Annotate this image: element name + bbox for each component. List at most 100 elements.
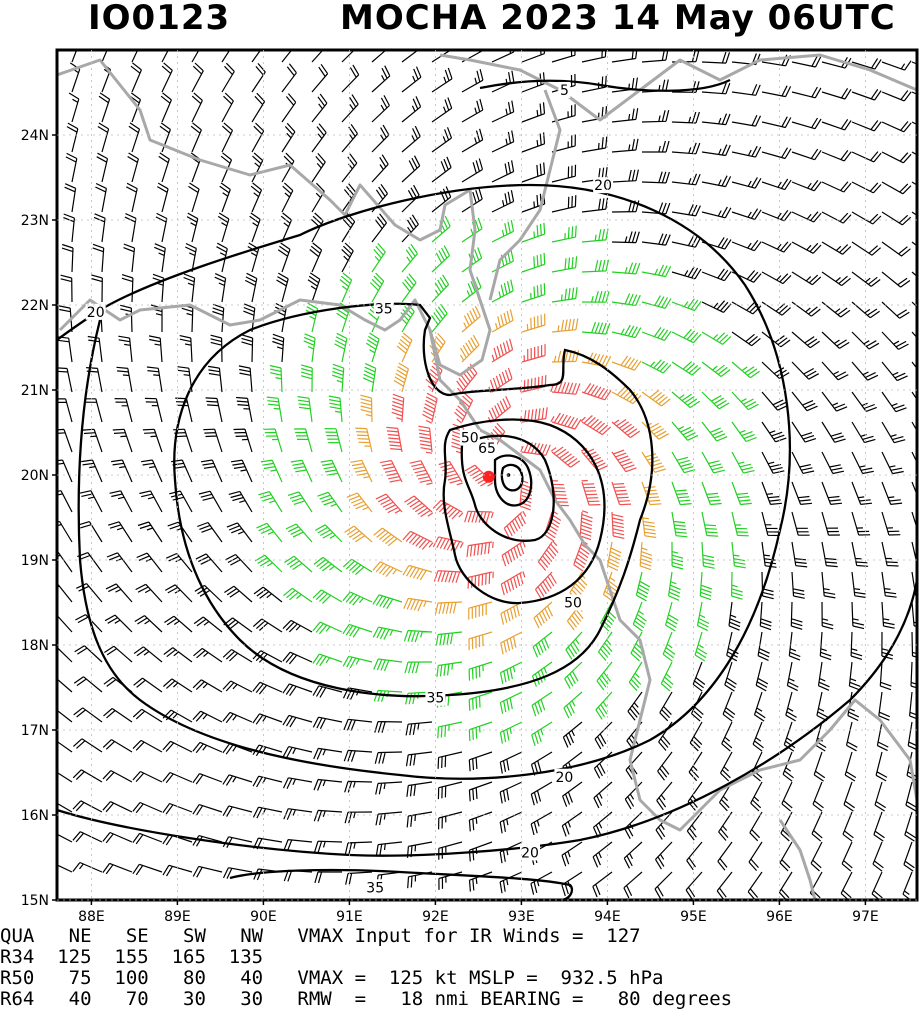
contour-core xyxy=(500,463,524,492)
wind-barb xyxy=(373,658,403,672)
wind-barb xyxy=(639,541,653,571)
wind-barb xyxy=(881,90,912,102)
wind-barb xyxy=(611,108,639,123)
wind-barb xyxy=(876,721,889,752)
wind-barb xyxy=(192,710,223,723)
coast-northwest xyxy=(57,58,492,377)
wind-barb xyxy=(205,397,223,423)
contour-inner xyxy=(493,454,533,507)
wind-barb xyxy=(731,481,752,506)
wind-barb xyxy=(282,777,313,789)
wind-barb xyxy=(310,212,324,243)
wind-barbs xyxy=(57,50,917,900)
wind-barb xyxy=(611,231,640,244)
wind-barb xyxy=(761,331,791,348)
wind-barb xyxy=(61,243,74,273)
lat-label: 17N xyxy=(21,723,49,739)
wind-barb xyxy=(719,751,733,782)
wind-barb xyxy=(391,393,405,423)
wind-barb xyxy=(345,871,373,885)
wind-barb xyxy=(312,621,343,635)
wind-barb xyxy=(154,243,166,273)
wind-barb xyxy=(791,511,810,536)
wind-barb xyxy=(851,301,880,319)
wind-barb xyxy=(500,631,523,655)
lat-label: 22N xyxy=(21,298,49,314)
wind-barb xyxy=(521,102,546,123)
wind-barb xyxy=(728,601,741,631)
wind-barb xyxy=(132,832,163,845)
wind-barb xyxy=(731,571,743,600)
wind-barb xyxy=(134,615,163,633)
wind-barb xyxy=(791,301,821,317)
wind-barb xyxy=(433,570,463,583)
wind-barb xyxy=(91,274,103,303)
wind-barb xyxy=(281,63,297,93)
wind-barb xyxy=(244,272,258,303)
wind-barb xyxy=(821,331,850,349)
wind-barb xyxy=(133,677,163,693)
wind-barb xyxy=(611,419,641,439)
wind-barb xyxy=(871,871,883,900)
wind-barb xyxy=(641,481,662,506)
wind-barb xyxy=(581,197,609,213)
wind-barb xyxy=(580,415,612,436)
wind-barb xyxy=(851,271,881,287)
wind-barb xyxy=(881,391,907,413)
wind-barb xyxy=(434,601,463,615)
wind-barb xyxy=(701,237,732,250)
wind-barb xyxy=(911,241,917,247)
wind-barb xyxy=(165,584,193,603)
wind-barb xyxy=(161,62,173,93)
wind-barb xyxy=(223,617,253,633)
wind-barb xyxy=(731,239,762,252)
wind-barb xyxy=(401,273,417,303)
wind-barb xyxy=(256,522,283,543)
wind-barb xyxy=(791,361,819,380)
wind-barb xyxy=(438,841,463,860)
wind-barb xyxy=(252,775,283,788)
wind-barb xyxy=(821,181,852,193)
wind-barb xyxy=(689,721,703,752)
wind-barb xyxy=(791,241,822,254)
wind-barb xyxy=(74,645,103,663)
wind-barb xyxy=(132,708,163,723)
wind-barb xyxy=(701,144,731,157)
wind-barb xyxy=(701,206,732,219)
wind-barb xyxy=(550,381,581,395)
wind-barb xyxy=(282,714,313,728)
wind-barb xyxy=(551,195,577,213)
contour-label-bg xyxy=(365,879,386,896)
wind-barb xyxy=(624,781,643,810)
wind-barb xyxy=(851,331,880,350)
wind-barb xyxy=(782,751,794,782)
wind-barb xyxy=(821,601,834,630)
wind-barb xyxy=(722,691,736,722)
wind-barb xyxy=(521,313,546,333)
wind-barb xyxy=(468,721,493,742)
wind-barb xyxy=(57,551,73,573)
wind-barb xyxy=(721,721,733,752)
wind-barb xyxy=(521,72,546,93)
wind-barb xyxy=(305,302,319,333)
wind-barb xyxy=(307,272,321,303)
wind-barb xyxy=(132,863,163,876)
wind-barb xyxy=(791,86,822,99)
wind-barb xyxy=(365,332,380,363)
wind-barb xyxy=(81,459,103,483)
wind-barb xyxy=(904,811,916,842)
wind-barb xyxy=(287,491,313,513)
wind-barb xyxy=(438,811,463,830)
wind-barb xyxy=(277,242,291,273)
wind-barb xyxy=(625,751,643,780)
wind-barb xyxy=(188,182,200,213)
wind-barb xyxy=(386,426,403,453)
wind-barb xyxy=(130,62,142,93)
wind-barb xyxy=(499,781,523,804)
wind-barb xyxy=(418,425,433,454)
wind-barb xyxy=(276,272,289,303)
wind-barb xyxy=(686,811,703,841)
wind-barb xyxy=(600,601,617,632)
wind-barb xyxy=(701,451,725,474)
wind-barb xyxy=(881,421,906,444)
